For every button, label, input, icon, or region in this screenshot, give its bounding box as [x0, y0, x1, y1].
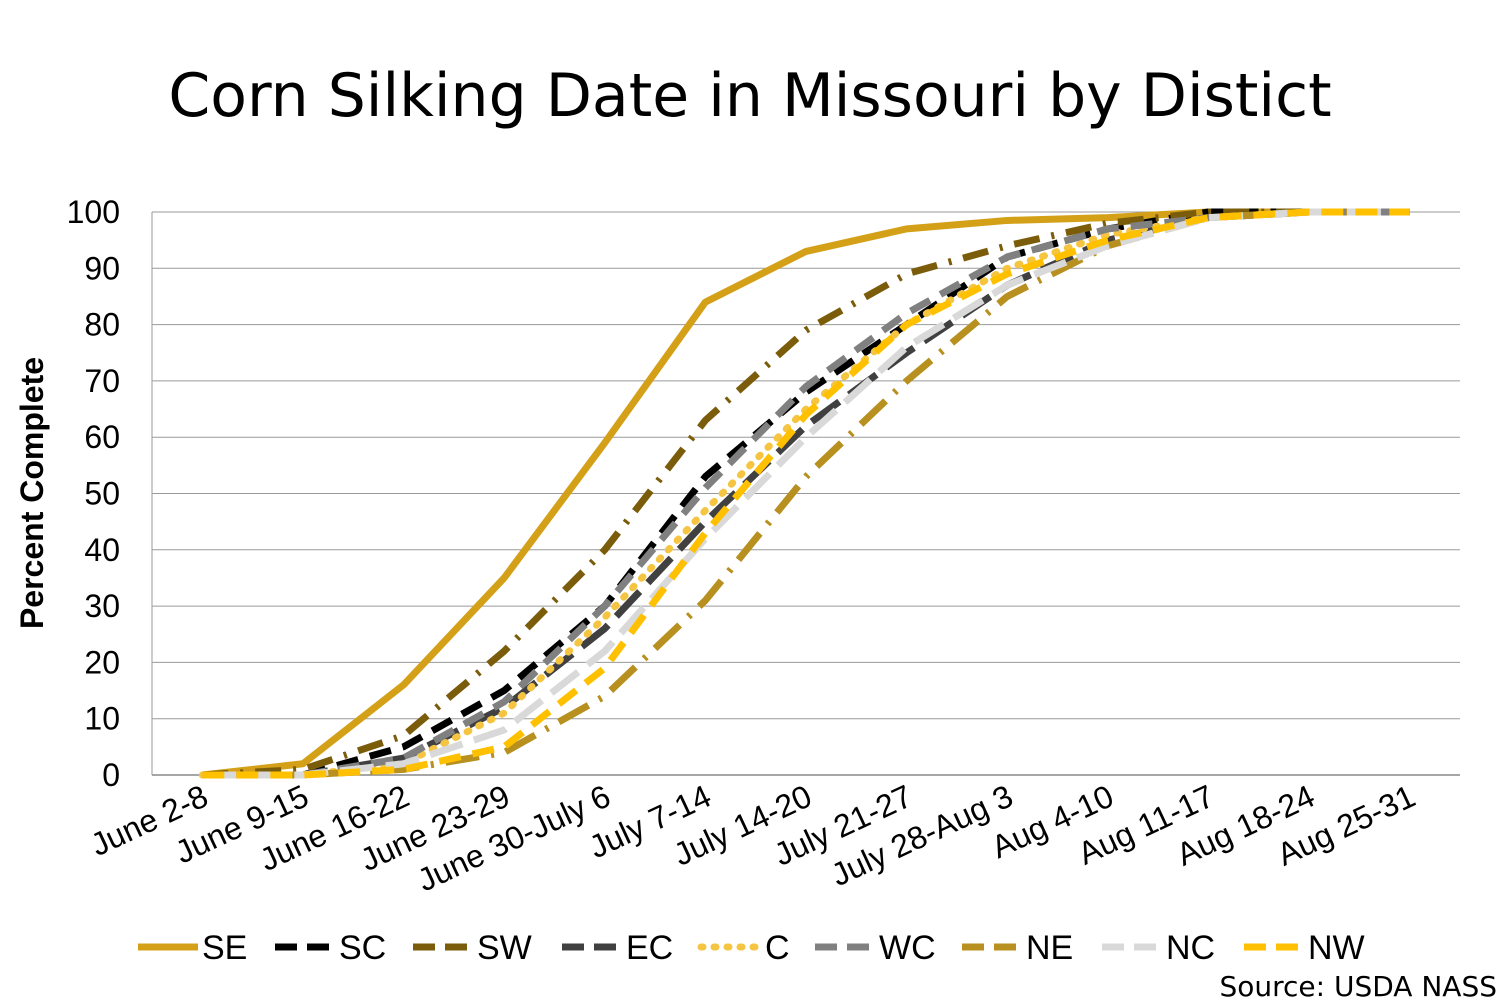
y-tick-label: 70 — [84, 363, 120, 399]
y-tick-label: 50 — [84, 476, 120, 512]
series-line-sw — [202, 208, 1410, 779]
legend: SE SC SW EC C WC NE NC NW — [138, 929, 1365, 967]
y-tick-label: 80 — [84, 307, 120, 343]
y-tick-label: 40 — [84, 532, 120, 568]
legend-label-c: C — [765, 929, 790, 967]
gridlines — [151, 211, 1460, 776]
source-note: Source: USDA NASS — [1219, 970, 1497, 1000]
series-line-wc — [202, 208, 1410, 779]
legend-label-nw: NW — [1308, 929, 1365, 967]
chart-title: Corn Silking Date in Missouri by Distict — [168, 61, 1331, 131]
series-lines — [198, 208, 1414, 779]
legend-label-wc: WC — [879, 929, 936, 967]
y-tick-label: 60 — [84, 419, 120, 455]
series-line-ne — [202, 208, 1410, 779]
series-line-ec — [202, 208, 1410, 779]
legend-label-sw: SW — [477, 929, 532, 967]
y-tick-label: 100 — [67, 194, 120, 230]
y-tick-label: 20 — [84, 644, 120, 680]
series-line-nw — [202, 208, 1410, 779]
legend-label-se: SE — [202, 929, 247, 967]
y-tick-label: 10 — [84, 701, 120, 737]
y-tick-label: 0 — [102, 757, 120, 793]
legend-label-ec: EC — [626, 929, 673, 967]
y-tick-label: 30 — [84, 588, 120, 624]
legend-label-sc: SC — [339, 929, 386, 967]
legend-label-ne: NE — [1026, 929, 1073, 967]
y-axis-ticks: 0 10 20 30 40 50 60 70 80 90 100 — [67, 194, 120, 793]
y-axis-label: Percent Complete — [14, 357, 50, 629]
legend-label-nc: NC — [1166, 929, 1215, 967]
series-line-nc — [202, 208, 1410, 779]
y-tick-label: 90 — [84, 250, 120, 286]
